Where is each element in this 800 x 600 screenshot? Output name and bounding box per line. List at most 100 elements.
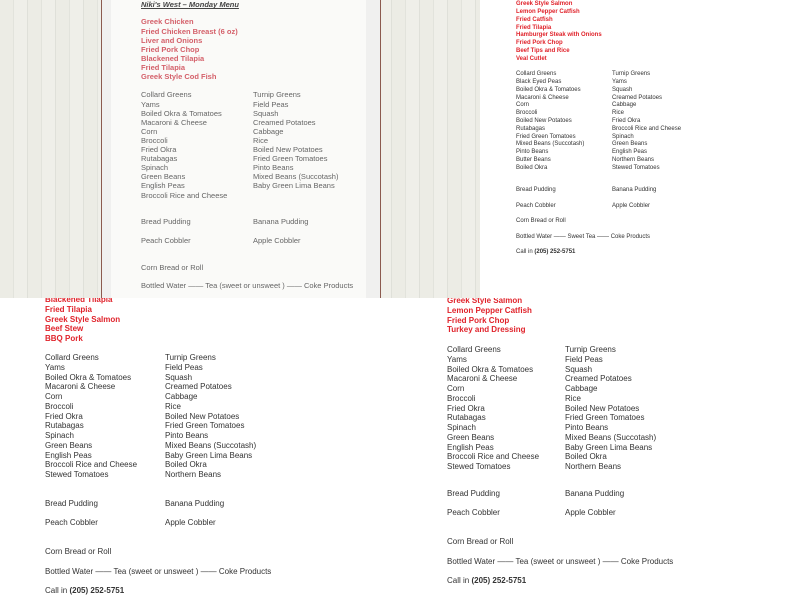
side-item: Rice xyxy=(253,135,269,145)
entree-item: Fried Tilapia xyxy=(516,24,552,31)
side-item: Macaroni & Cheese xyxy=(45,382,116,392)
dessert-item: Banana Pudding xyxy=(165,499,225,509)
side-item: Fried Green Tomatoes xyxy=(165,421,245,431)
entree-item: Beef Stew xyxy=(45,324,84,334)
side-item: Northern Beans xyxy=(612,156,655,163)
entree-item: Fried Catfish xyxy=(516,16,553,23)
phone-number: (205) 252-5751 xyxy=(534,249,576,256)
side-item: Boiled New Potatoes xyxy=(565,403,640,413)
side-item: Field Peas xyxy=(565,354,603,364)
side-item: Collard Greens xyxy=(141,90,192,100)
side-item: Fried Okra xyxy=(612,117,641,124)
side-item: Collard Greens xyxy=(45,353,99,363)
side-item: Rutabagas xyxy=(141,154,178,164)
phone-number: (205) 252-5751 xyxy=(471,576,527,586)
side-item: Boiled New Potatoes xyxy=(253,145,323,155)
side-item: Rutabagas xyxy=(447,413,486,423)
side-item: Rutabagas xyxy=(45,421,84,431)
dessert-item: Banana Pudding xyxy=(612,187,657,194)
side-item: Boiled Okra & Tomatoes xyxy=(45,372,132,382)
side-item: Fried Okra xyxy=(45,411,83,421)
side-item: Cabbage xyxy=(253,126,284,136)
entree-item: Fried Pork Chop xyxy=(516,40,563,47)
side-item: English Peas xyxy=(141,181,185,191)
dessert-item: Banana Pudding xyxy=(253,217,309,227)
dessert-item: Peach Cobbler xyxy=(447,508,500,518)
bread-line: Corn Bread or Roll xyxy=(45,547,112,557)
side-item: Broccoli Rice and Cheese xyxy=(447,452,540,462)
side-item: Field Peas xyxy=(253,99,289,109)
menu-document-4: Greek Style Salmon Lemon Pepper Catfish Fr… xyxy=(400,298,800,600)
side-item: Mixed Beans (Succotash) xyxy=(253,172,339,182)
bread-line: Corn Bread or Roll xyxy=(447,537,514,547)
side-item: Turnip Greens xyxy=(253,90,301,100)
side-item: Cabbage xyxy=(612,102,637,109)
side-item: Spinach xyxy=(45,431,74,441)
entree-item: Greek Style Salmon xyxy=(45,314,121,324)
menu-document-2: Greek Style Salmon Lemon Pepper Catfish Fr… xyxy=(480,0,800,298)
side-item: Broccoli xyxy=(45,401,74,411)
side-item: Baby Green Lima Beans xyxy=(565,442,653,452)
side-item: Pinto Beans xyxy=(565,423,609,433)
call-in-line: Call in (205) 252-5751 xyxy=(447,576,526,586)
entree-item: Lemon Pepper Catfish xyxy=(516,8,580,15)
side-item: Cabbage xyxy=(565,384,598,394)
side-item: Fried Okra xyxy=(141,145,177,155)
side-item: Green Beans xyxy=(141,172,186,182)
drinks-line: Bottled Water —— Tea (sweet or unsweet )… xyxy=(447,557,674,567)
side-item: Northern Beans xyxy=(165,470,222,480)
entree-item: Fried Chicken Breast (6 oz) xyxy=(141,26,238,36)
side-item: Green Beans xyxy=(447,432,495,442)
side-item: Stewed Tomatoes xyxy=(45,470,109,480)
side-item: Broccoli Rice and Cheese xyxy=(45,460,138,470)
phone-number: (205) 252-5751 xyxy=(69,586,125,596)
side-item: Stewed Tomatoes xyxy=(612,164,660,171)
call-in-label: Call in xyxy=(447,576,470,586)
call-in-line: Call in (205) 252-5751 xyxy=(516,249,575,257)
side-item: Northern Beans xyxy=(565,462,622,472)
side-item: Fried Okra xyxy=(447,403,485,413)
side-item: Squash xyxy=(565,364,593,374)
side-item: Pinto Beans xyxy=(253,163,294,173)
bread-line: Corn Bread or Roll xyxy=(516,218,566,225)
dessert-item: Banana Pudding xyxy=(565,489,625,499)
drinks-line: Bottled Water —— Sweet Tea —— Coke Produ… xyxy=(516,234,651,241)
side-item: Broccoli xyxy=(141,135,168,145)
entree-item: Beef Tips and Rice xyxy=(516,47,570,54)
side-item: Spinach xyxy=(612,133,634,140)
entree-item: Hamburger Steak with Onions xyxy=(516,32,602,39)
side-item: Mixed Beans (Succotash) xyxy=(565,432,657,442)
side-item: Boiled New Potatoes xyxy=(165,411,240,421)
side-item: Broccoli xyxy=(516,110,538,117)
side-item: Corn xyxy=(447,384,465,394)
side-item: Boiled Okra xyxy=(565,452,607,462)
call-in-label: Call in xyxy=(516,249,533,256)
side-item: Turnip Greens xyxy=(612,71,651,78)
dessert-item: Apple Cobbler xyxy=(565,508,616,518)
entree-item: Blackened Tilapia xyxy=(45,298,113,305)
side-item: Rutabagas xyxy=(516,125,546,132)
side-item: English Peas xyxy=(447,442,494,452)
side-item: Broccoli Rice and Cheese xyxy=(612,125,682,132)
side-item: Corn xyxy=(141,126,158,136)
menu-title: Niki's West – Monday Menu xyxy=(141,0,239,10)
side-item: Yams xyxy=(141,99,160,109)
entree-item: Greek Chicken xyxy=(141,17,194,27)
entree-item: Blackened Tilapia xyxy=(141,53,205,63)
entree-item: Turkey and Dressing xyxy=(447,325,526,335)
dessert-item: Apple Cobbler xyxy=(165,518,216,528)
side-item: Fried Green Tomatoes xyxy=(565,413,645,423)
entree-item: Lemon Pepper Catfish xyxy=(447,305,532,315)
menu-document-3: Blackened Tilapia Fried Tilapia Greek Styl… xyxy=(0,298,400,600)
entree-item: Greek Style Salmon xyxy=(447,298,523,306)
side-item: English Peas xyxy=(45,450,92,460)
side-item: Yams xyxy=(612,78,627,85)
side-item: Rice xyxy=(565,393,582,403)
side-item: Yams xyxy=(447,354,467,364)
entree-item: Veal Cutlet xyxy=(516,55,547,62)
side-item: Pinto Beans xyxy=(165,431,209,441)
entree-item: Fried Tilapia xyxy=(45,304,92,314)
dessert-item: Peach Cobbler xyxy=(45,518,98,528)
side-item: Green Beans xyxy=(45,440,93,450)
side-item: Fried Green Tomatoes xyxy=(253,154,328,164)
